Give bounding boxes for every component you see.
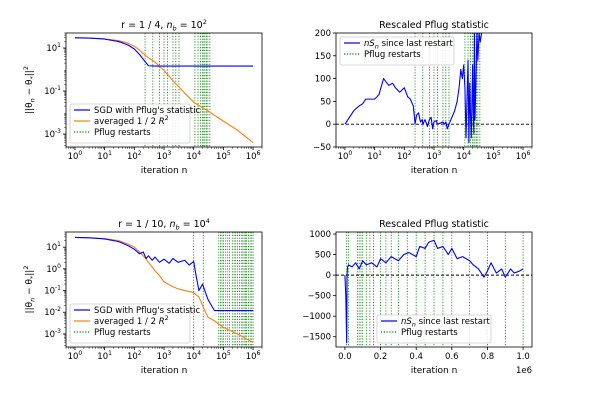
legend-label: Pflug restarts	[401, 328, 458, 338]
y-tick-label: 10-3	[44, 328, 61, 340]
x-tick-label: 0.4	[409, 352, 423, 362]
legend-label: Pflug restarts	[94, 128, 151, 138]
y-axis-label: ||θn − θ*||2	[22, 266, 37, 314]
x-tick-label: 0.8	[481, 352, 495, 362]
legend-box	[339, 36, 455, 66]
x-tick-label: 101	[367, 150, 382, 162]
series-line-blue	[74, 37, 254, 67]
x-tick-label: 0.2	[374, 352, 388, 362]
x-axis-label: iteration n	[411, 166, 458, 176]
x-axis-label: iteration n	[141, 366, 188, 376]
legend-label: averaged 1 / 2 R2	[94, 114, 169, 127]
y-tick-label: 10-2	[44, 306, 61, 318]
x-tick-label: 104	[456, 150, 471, 162]
x-tick-label: 104	[186, 350, 201, 362]
y-tick-label: 500	[315, 251, 331, 261]
y-tick-label: 10-3	[44, 128, 61, 140]
x-tick-label: 102	[397, 150, 412, 162]
x-tick-label: 102	[127, 150, 142, 162]
chart-panel-top-right: 100 101 102 103 104 105 106 −50 0 50 100 150 200 Resc…	[313, 20, 533, 176]
x-tick-label: 106	[246, 350, 261, 362]
y-tick-label: 0	[326, 120, 331, 130]
x-tick-label: 100	[68, 150, 83, 162]
x-tick-label: 103	[427, 150, 442, 162]
legend-label: averaged 1 / 2 R2	[94, 314, 169, 327]
x-tick-label: 106	[516, 150, 531, 162]
x-tick-label: 104	[186, 150, 201, 162]
x-tick-label: 105	[216, 350, 231, 362]
x-tick-label: 0.0	[338, 352, 352, 362]
x-tick-label: 100	[338, 150, 353, 162]
x-tick-label: 102	[127, 350, 142, 362]
y-tick-label: 0	[326, 271, 331, 281]
chart-title: Rescaled Pflug statistic	[379, 20, 489, 31]
y-tick-label: 10-1	[44, 85, 61, 97]
series-line-blue	[344, 33, 483, 143]
x-tick-label: 1.0	[516, 352, 530, 362]
x-tick-label: 103	[157, 150, 172, 162]
y-tick-label: 100	[315, 75, 331, 85]
x-tick-label: 101	[97, 150, 112, 162]
legend-label: nSn since last restart	[401, 317, 490, 329]
y-tick-label: 150	[315, 52, 331, 62]
x-tick-label: 0.6	[445, 352, 459, 362]
x-tick-label: 101	[97, 350, 112, 362]
y-axis-label: ||θn − θ*||2	[22, 66, 37, 114]
y-tick-label: −1000	[302, 312, 331, 322]
y-tick-label: −50	[313, 143, 331, 153]
legend-box	[69, 303, 191, 344]
plot-area	[74, 33, 254, 147]
chart-title: Rescaled Pflug statistic	[379, 219, 489, 230]
x-axis-label: iteration n	[411, 366, 458, 376]
chart-title: r = 1 / 4, nb = 102	[121, 18, 207, 33]
y-tick-label: −500	[308, 292, 331, 302]
axes-frame	[335, 231, 533, 348]
legend-box	[69, 103, 191, 144]
x-tick-label: 106	[246, 150, 261, 162]
y-tick-label: 200	[315, 29, 331, 39]
y-tick-label: 10-1	[44, 285, 61, 297]
y-tick-label: 1000	[309, 230, 331, 240]
legend-box	[376, 314, 492, 344]
y-tick-label: 100	[46, 263, 61, 275]
series-line-orange	[74, 236, 254, 344]
chart-panel-bottom-left: 100 101 102 103 104 105 106 10-3 10-2 10-1 100 101 r…	[22, 217, 263, 376]
legend-label: nSn since last restart	[364, 39, 453, 51]
chart-panel-top-left: 100 101 102 103 104 105 106 10-3 10-1 101 r = 1 / …	[22, 18, 263, 176]
legend-label: Pflug restarts	[364, 50, 421, 60]
chart-title: r = 1 / 10, nb = 104	[118, 217, 210, 232]
x-tick-label: 105	[486, 150, 501, 162]
x-tick-label: 100	[68, 350, 83, 362]
x-tick-label: 103	[157, 350, 172, 362]
y-tick-label: 50	[320, 97, 331, 107]
y-tick-label: 101	[46, 241, 61, 253]
x-axis-label: iteration n	[141, 166, 188, 176]
plot-area	[74, 232, 254, 347]
y-tick-label: 101	[46, 42, 61, 54]
legend-label: SGD with Pflug's statistic	[94, 106, 200, 116]
series-line-orange	[74, 37, 254, 144]
chart-panel-bottom-right: 0.0 0.2 0.4 0.6 0.8 1.0 1e6 −1500 −1000 −500 0 500 1…	[302, 219, 533, 376]
x-tick-label: 105	[216, 150, 231, 162]
series-line-blue	[74, 236, 254, 312]
legend-label: Pflug restarts	[94, 328, 151, 338]
x-offset-label: 1e6	[516, 366, 532, 376]
series-line-blue	[344, 239, 524, 344]
legend-label: SGD with Pflug's statistic	[94, 306, 200, 316]
y-tick-label: −1500	[302, 333, 331, 343]
plot-area	[336, 33, 532, 147]
